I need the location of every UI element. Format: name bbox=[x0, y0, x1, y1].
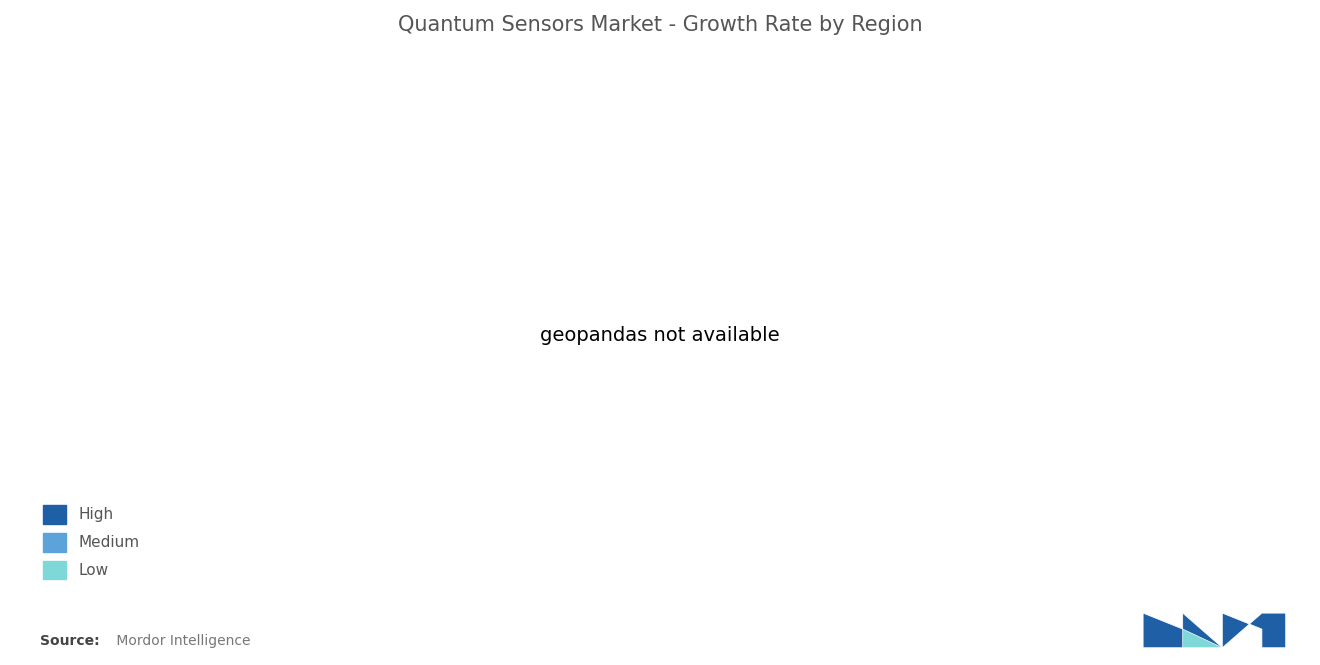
Polygon shape bbox=[1143, 613, 1222, 648]
Polygon shape bbox=[1183, 629, 1222, 648]
Text: geopandas not available: geopandas not available bbox=[540, 326, 780, 345]
Polygon shape bbox=[1222, 613, 1286, 648]
Legend: High, Medium, Low: High, Medium, Low bbox=[36, 497, 147, 587]
Text: Source:: Source: bbox=[40, 634, 99, 648]
Text: Mordor Intelligence: Mordor Intelligence bbox=[112, 634, 251, 648]
Title: Quantum Sensors Market - Growth Rate by Region: Quantum Sensors Market - Growth Rate by … bbox=[397, 15, 923, 35]
